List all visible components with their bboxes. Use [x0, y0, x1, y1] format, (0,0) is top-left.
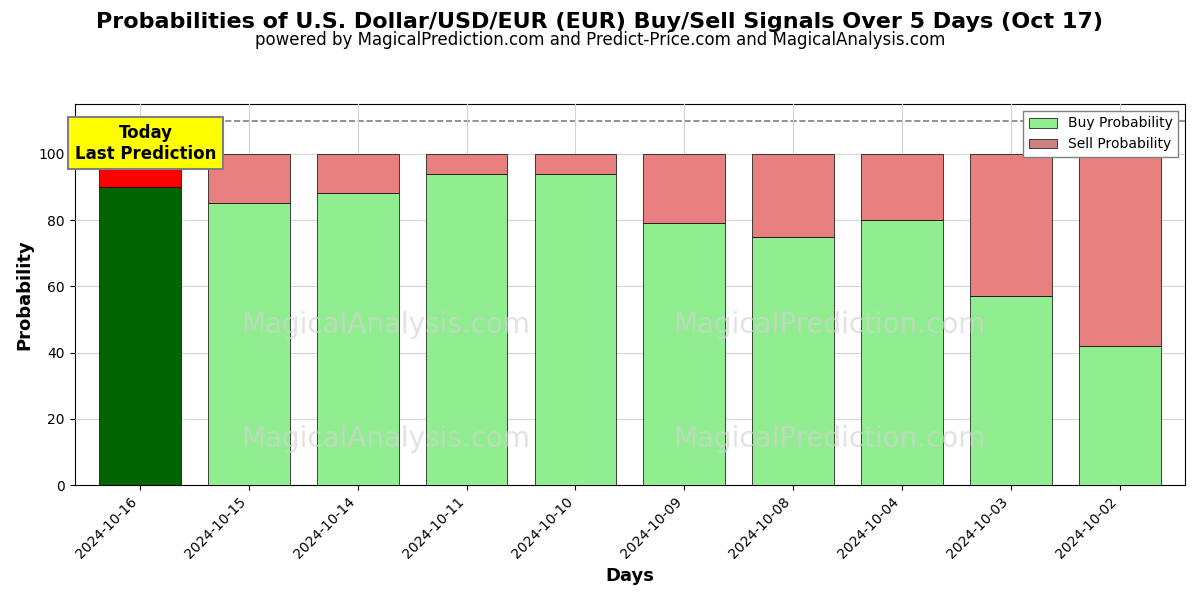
- Bar: [1079, 346, 1160, 485]
- Legend: Buy Probability, Sell Probability: Buy Probability, Sell Probability: [1024, 111, 1178, 157]
- Bar: [643, 223, 725, 485]
- Bar: [317, 193, 398, 485]
- Bar: [862, 220, 943, 485]
- Bar: [100, 187, 181, 485]
- X-axis label: Days: Days: [605, 567, 654, 585]
- Bar: [426, 154, 508, 173]
- Bar: [752, 154, 834, 236]
- Text: MagicalPrediction.com: MagicalPrediction.com: [673, 311, 986, 339]
- Bar: [100, 154, 181, 187]
- Bar: [208, 203, 289, 485]
- Bar: [862, 154, 943, 220]
- Bar: [534, 154, 617, 173]
- Text: MagicalPrediction.com: MagicalPrediction.com: [673, 425, 986, 454]
- Text: Probabilities of U.S. Dollar/USD/EUR (EUR) Buy/Sell Signals Over 5 Days (Oct 17): Probabilities of U.S. Dollar/USD/EUR (EU…: [96, 12, 1104, 32]
- Text: MagicalAnalysis.com: MagicalAnalysis.com: [241, 425, 530, 454]
- Bar: [208, 154, 289, 203]
- Bar: [643, 154, 725, 223]
- Text: powered by MagicalPrediction.com and Predict-Price.com and MagicalAnalysis.com: powered by MagicalPrediction.com and Pre…: [254, 31, 946, 49]
- Bar: [970, 296, 1051, 485]
- Bar: [534, 173, 617, 485]
- Bar: [317, 154, 398, 193]
- Bar: [970, 154, 1051, 296]
- Bar: [752, 236, 834, 485]
- Text: Today
Last Prediction: Today Last Prediction: [74, 124, 216, 163]
- Text: MagicalAnalysis.com: MagicalAnalysis.com: [241, 311, 530, 339]
- Y-axis label: Probability: Probability: [16, 239, 34, 350]
- Bar: [1079, 154, 1160, 346]
- Bar: [426, 173, 508, 485]
